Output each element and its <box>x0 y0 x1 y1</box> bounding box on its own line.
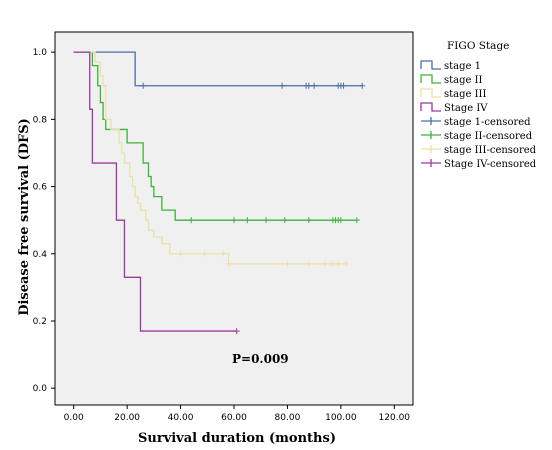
x-tick-label: 80.00 <box>275 413 301 423</box>
censor-mark-stage-ii <box>188 217 195 224</box>
legend-entry-stage-iv-censored: Stage IV-censored <box>421 159 537 170</box>
y-tick-label: 1.0 <box>33 48 48 58</box>
legend-label: stage 1-censored <box>444 117 531 128</box>
censor-mark-stage-ii <box>231 217 237 224</box>
censor-mark-stage-iii <box>343 260 350 267</box>
legend-label: stage II-censored <box>444 131 533 142</box>
legend-label: stage III <box>444 89 487 100</box>
censor-mark-stage-iii <box>201 250 208 257</box>
censor-mark-stage-1 <box>279 82 286 89</box>
legend-swatch <box>421 131 441 139</box>
legend-entry-stage-iii: stage III <box>420 88 487 100</box>
legend-swatch <box>421 159 441 167</box>
legend: FIGO Stage stage 1 stage II stage III Stage… <box>420 40 537 170</box>
censor-mark-stage-ii <box>305 217 312 224</box>
y-tick-label: 0.4 <box>33 250 48 260</box>
y-tick-label: 0.0 <box>33 384 48 394</box>
censor-mark-stage-iii <box>335 260 342 267</box>
x-tick-label: 20.00 <box>114 413 140 423</box>
censor-mark-stage-ii <box>337 217 344 224</box>
legend-label: stage III-censored <box>444 145 537 156</box>
legend-entry-stage-ii: stage II <box>420 74 483 86</box>
censor-marks <box>140 82 366 335</box>
y-tick-label: 0.2 <box>33 317 47 327</box>
y-axis-title: Disease free survival (DFS) <box>17 118 32 316</box>
censor-mark-stage-1 <box>311 82 318 89</box>
legend-entry-stage-1-censored: stage 1-censored <box>421 117 531 128</box>
censor-mark-stage-iii <box>321 260 328 267</box>
legend-label: stage II <box>444 75 483 86</box>
curve-stage-ii <box>73 51 357 221</box>
censor-mark-stage-ii <box>353 217 360 224</box>
curve-stage-1 <box>73 51 363 87</box>
censor-mark-stage-iii <box>225 260 232 267</box>
curve-stage-iii <box>73 51 347 265</box>
censor-mark-stage-iii <box>220 250 227 257</box>
censor-mark-stage-1 <box>340 82 347 89</box>
legend-entry-stage-ii-censored: stage II-censored <box>421 131 533 142</box>
censor-mark-stage-iii <box>177 250 184 257</box>
censor-mark-stage-iii <box>284 260 291 267</box>
legend-swatch <box>421 145 441 153</box>
survival-curves <box>73 51 363 332</box>
legend-entry-stage-1: stage 1 <box>420 60 481 72</box>
legend-swatch <box>420 74 441 84</box>
x-axis-title: Survival duration (months) <box>138 431 336 446</box>
x-tick-label: 100.00 <box>325 413 357 423</box>
p-value-annotation: P=0.009 <box>232 352 289 366</box>
legend-swatch <box>420 60 441 70</box>
censor-mark-stage-iv <box>233 328 240 335</box>
curve-stage-iv <box>73 51 237 332</box>
censor-mark-stage-1 <box>305 82 312 89</box>
x-tick-label: 120.00 <box>379 413 411 423</box>
legend-title: FIGO Stage <box>447 40 509 52</box>
legend-swatch <box>420 88 441 98</box>
y-tick-label: 0.8 <box>33 115 48 125</box>
x-tick-label: 60.00 <box>221 413 247 423</box>
legend-swatch <box>420 102 441 112</box>
censor-mark-stage-ii <box>281 217 288 224</box>
y-axis-ticks: 0.0 0.2 0.4 0.6 0.8 1.0 <box>33 48 55 394</box>
legend-swatch <box>421 117 441 125</box>
censor-mark-stage-ii <box>263 217 270 224</box>
y-tick-label: 0.6 <box>33 183 48 193</box>
censor-mark-stage-ii <box>244 217 251 224</box>
x-axis-ticks: 0.00 20.00 40.00 60.00 80.00 100.00 120.00 <box>64 405 411 423</box>
x-tick-label: 0.00 <box>64 413 84 423</box>
legend-entries: stage 1 stage II stage III Stage IV stage 1-… <box>420 60 537 170</box>
censor-mark-stage-1 <box>359 82 366 89</box>
x-tick-label: 40.00 <box>168 413 194 423</box>
legend-label: Stage IV <box>444 103 488 114</box>
legend-entry-stage-iv: Stage IV <box>420 102 488 114</box>
censor-mark-stage-iii <box>305 260 312 267</box>
censor-mark-stage-iii <box>329 260 336 267</box>
legend-label: stage 1 <box>444 61 481 72</box>
legend-label: Stage IV-censored <box>444 159 537 170</box>
legend-entry-stage-iii-censored: stage III-censored <box>421 145 537 156</box>
censor-mark-stage-1 <box>140 82 147 89</box>
